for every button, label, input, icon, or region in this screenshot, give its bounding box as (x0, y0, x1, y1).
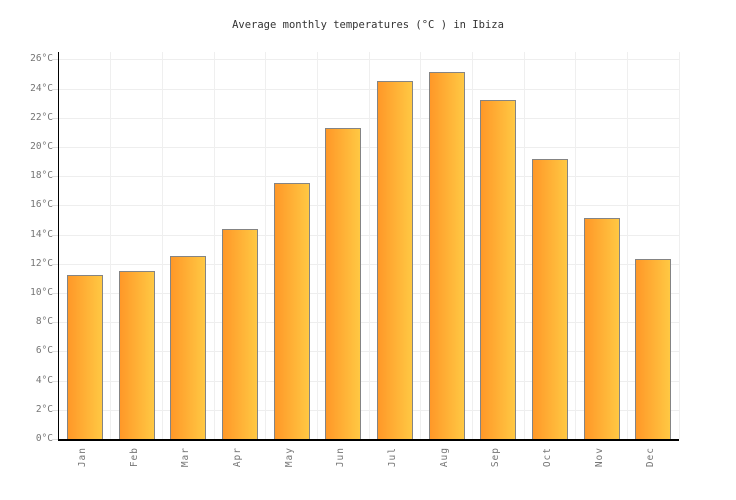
v-gridline-12 (678, 52, 680, 439)
y-axis-label-2: 2°C (35, 403, 53, 415)
bar-oct[interactable] (531, 158, 568, 439)
y-tick-14 (51, 234, 58, 236)
y-axis-label-14: 14°C (30, 228, 53, 240)
x-axis-label-may: May (283, 447, 295, 468)
bar-sep[interactable] (480, 100, 517, 439)
v-gridline-2 (161, 52, 163, 439)
bar-mar[interactable] (170, 256, 207, 439)
bar-nov[interactable] (583, 218, 620, 439)
y-tick-4 (51, 380, 58, 382)
y-axis-label-4: 4°C (35, 374, 53, 386)
y-axis-label-26: 26°C (30, 53, 53, 65)
y-tick-12 (51, 263, 58, 265)
y-tick-8 (51, 322, 58, 324)
bar-jul[interactable] (376, 81, 413, 439)
y-axis-label-10: 10°C (30, 286, 53, 298)
plot-area (51, 52, 680, 441)
bar-apr[interactable] (221, 228, 258, 439)
y-tick-18 (51, 176, 58, 178)
y-axis-label-8: 8°C (35, 316, 53, 328)
v-gridline-9 (523, 52, 525, 439)
y-axis-label-6: 6°C (35, 345, 53, 357)
x-axis-label-nov: Nov (593, 447, 605, 468)
y-tick-2 (51, 409, 58, 411)
y-axis-label-18: 18°C (30, 170, 53, 182)
v-gridline-1 (110, 52, 112, 439)
bar-jun[interactable] (325, 127, 362, 439)
x-axis-label-jun: Jun (335, 447, 347, 468)
x-axis-label-sep: Sep (490, 447, 502, 468)
x-axis-label-aug: Aug (438, 447, 450, 468)
bar-feb[interactable] (118, 271, 155, 439)
chart-title: Average monthly temperatures (°C ) in Ib… (232, 19, 504, 31)
y-axis-label-0: 0°C (35, 433, 53, 444)
y-axis-label-20: 20°C (30, 140, 53, 152)
v-gridline-3 (213, 52, 215, 439)
bar-aug[interactable] (428, 72, 465, 439)
bar-jan[interactable] (66, 275, 103, 439)
x-axis-label-oct: Oct (541, 447, 553, 468)
y-axis-label-16: 16°C (30, 199, 53, 211)
y-axis-label-12: 12°C (30, 257, 53, 269)
y-axis-label-22: 22°C (30, 111, 53, 123)
x-axis-label-jul: Jul (386, 447, 398, 468)
bar-may[interactable] (273, 183, 310, 439)
x-axis-label-mar: Mar (180, 447, 192, 468)
y-tick-10 (51, 292, 58, 294)
bar-dec[interactable] (635, 259, 672, 439)
y-tick-22 (51, 117, 58, 119)
x-axis-label-jan: Jan (76, 447, 88, 468)
x-axis-label-feb: Feb (128, 447, 140, 468)
y-tick-24 (51, 88, 58, 90)
y-tick-26 (51, 59, 58, 61)
v-gridline-6 (368, 52, 370, 439)
y-tick-0 (51, 439, 58, 440)
y-tick-16 (51, 205, 58, 207)
v-gridline-8 (471, 52, 473, 439)
y-axis-label-24: 24°C (30, 82, 53, 94)
v-gridline-4 (265, 52, 267, 439)
y-tick-6 (51, 351, 58, 353)
v-gridline-5 (316, 52, 318, 439)
y-tick-20 (51, 146, 58, 148)
v-gridline-7 (420, 52, 422, 439)
v-gridline-10 (575, 52, 577, 439)
v-gridline-11 (626, 52, 628, 439)
x-axis-label-dec: Dec (645, 447, 657, 468)
x-axis-label-apr: Apr (231, 447, 243, 468)
